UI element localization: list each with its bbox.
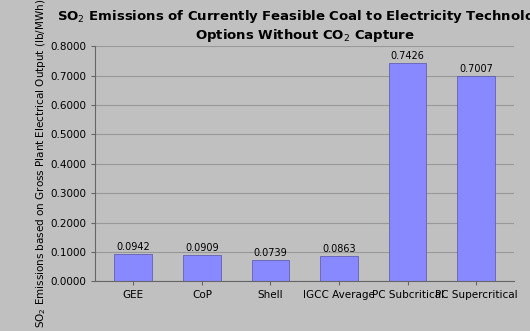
Title: SO$_2$ Emissions of Currently Feasible Coal to Electricity Technology
Options Wi: SO$_2$ Emissions of Currently Feasible C… [57,8,530,44]
Bar [183,255,220,281]
Text: 0.0909: 0.0909 [185,243,219,253]
Text: 0.0739: 0.0739 [253,248,287,258]
Text: 0.7426: 0.7426 [391,51,425,62]
Bar [457,75,495,281]
Bar [114,254,152,281]
Bar [252,260,289,281]
Bar [389,63,427,281]
Text: 0.7007: 0.7007 [460,64,493,74]
Y-axis label: SO$_2$ Emissions based on Gross Plant Electrical Output (lb/MWh): SO$_2$ Emissions based on Gross Plant El… [33,0,48,328]
Bar [320,256,358,281]
Text: 0.0863: 0.0863 [322,244,356,254]
Text: 0.0942: 0.0942 [117,242,150,252]
